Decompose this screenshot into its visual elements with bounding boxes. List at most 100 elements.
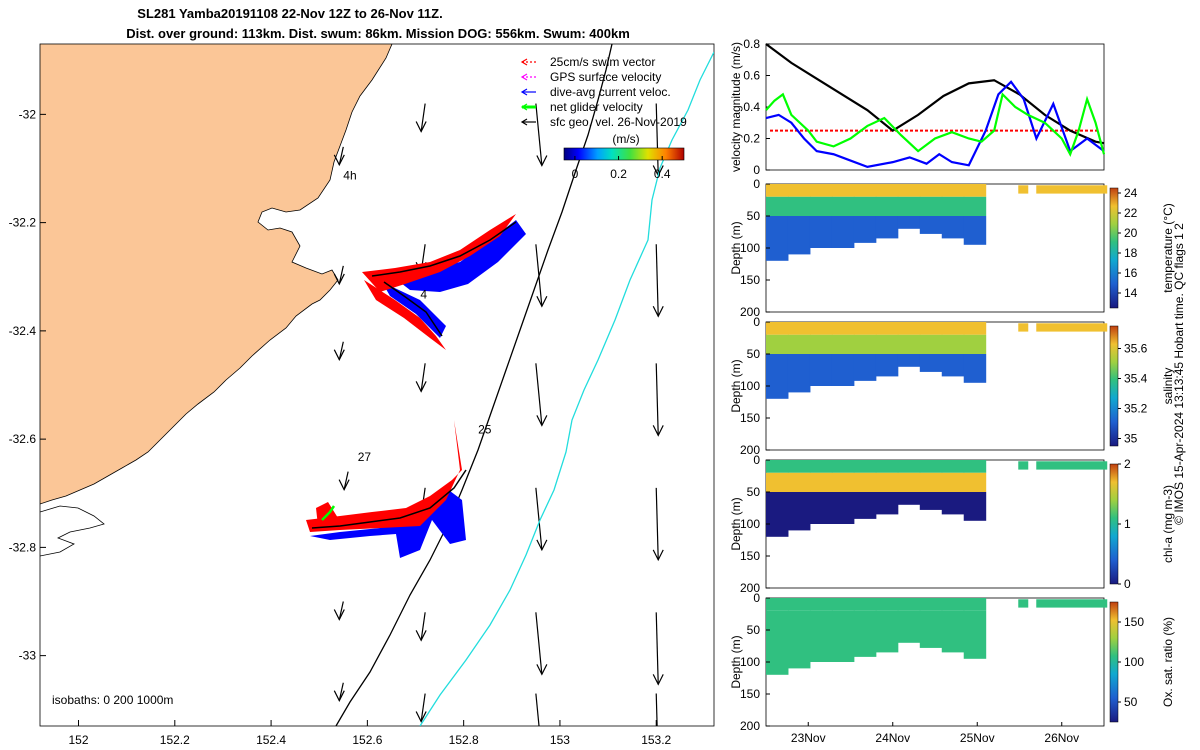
section-cell [853,598,877,611]
swim-swath-south [306,420,462,532]
section-cbar-label: Ox. sat. ratio (%) [1161,617,1175,707]
section-cell [941,492,965,515]
section-ylabel: Depth (m) [729,497,743,550]
section-cell [941,216,965,239]
section-cell [809,492,833,524]
section-cell [1018,185,1029,194]
geo-velocity-arrowhead [415,630,427,642]
section-ytick-label: 100 [740,379,760,393]
section-ytick-label: 100 [740,241,760,255]
section-cell [941,598,965,611]
section-cell [787,610,811,630]
section-cell [963,460,987,473]
section-cbar-tick-label: 50 [1124,695,1138,709]
geo-velocity-arrow [535,612,543,675]
map-lon-tick-label: 152.8 [449,733,479,747]
section-cell [787,334,811,354]
geo-velocity-arrowhead [536,664,548,676]
section-cell [766,492,789,537]
section-ytick-label: 50 [747,347,761,361]
section-cell [875,184,899,197]
current-swath-south [310,488,466,558]
section-ytick-label: 0 [753,315,760,329]
section-cell [897,598,921,611]
section-cell [941,196,965,216]
geo-velocity-arrow [338,265,344,285]
section-cell [963,354,987,383]
section-cell [897,630,921,643]
geo-velocity-arrowhead [333,609,345,621]
section-ytick-label: 50 [747,209,761,223]
section-colorbar [1109,325,1119,447]
section-cell [831,472,855,492]
geo-velocity-arrowhead [652,674,664,686]
geo-velocity-arrowhead [652,549,664,562]
geo-velocity-arrowhead [415,381,427,393]
glider-path-north [371,221,517,277]
section-ytick-label: 50 [747,485,761,499]
section-cell [963,598,987,611]
map-time-label: 27 [358,450,372,464]
section-cell [853,472,877,492]
legend-swatch-arrowhead [520,73,528,81]
section-ytick-label: 0 [753,591,760,605]
section-cell [831,216,855,248]
section-cell [853,196,877,216]
section-cbar-tick-label: 35.4 [1124,372,1148,386]
velocity-ytick-label: 0.6 [743,69,760,83]
geo-velocity-arrowhead [536,539,548,552]
section-cell [919,216,943,234]
section-ylabel: Depth (m) [729,635,743,688]
title-line2: Dist. over ground: 113km. Dist. swum: 86… [126,26,630,41]
section-cell [787,460,811,473]
geo-velocity-arrow [535,363,543,426]
section-cell [919,334,943,354]
section-cell [831,354,855,386]
legend-label: GPS surface velocity [550,70,661,84]
legend-swatch-arrowhead [520,103,528,111]
section-cell [941,610,965,630]
section-cell [831,598,855,611]
section-panel: 0 50 100 150 200 Depth (m) 14 16 18 20 22 24 tempera… [729,177,1175,319]
section-cbar-tick-label: 35.2 [1124,402,1148,416]
section-cell [963,334,987,354]
section-ytick-label: 200 [740,305,760,319]
section-cell [787,196,811,216]
time-tick-label: 25Nov [960,731,995,745]
section-cbar-tick-label: 24 [1124,186,1138,200]
section-cell [809,216,833,248]
geo-velocity-arrow [420,103,426,132]
section-cell [766,610,789,630]
section-cell [853,610,877,630]
map-time-label: 4 [420,287,427,301]
section-ylabel: Depth (m) [729,359,743,412]
section-cell [766,334,789,354]
section-cell [963,492,987,521]
section-cell [919,322,943,335]
map-time-label: 25 [478,423,492,437]
section-cell [809,334,833,354]
geo-velocity-arrowhead [415,121,427,133]
section-cell [766,354,789,399]
section-panel: 0 50 100 150 200 Depth (m) 0 1 2 chl-a (mg m-3) [729,453,1175,595]
section-ytick-label: 50 [747,623,761,637]
section-ytick-label: 0 [753,453,760,467]
section-cell [897,610,921,630]
section-cell [875,598,899,611]
section-cell [897,216,921,229]
section-cell [766,322,789,335]
legend-label: 25cm/s swim vector [550,55,655,69]
time-tick-label: 26Nov [1044,731,1079,745]
section-cell [853,184,877,197]
section-cell [963,196,987,216]
section-cell [809,598,833,611]
section-cell [853,322,877,335]
section-cell [941,184,965,197]
section-cell [875,216,899,239]
geo-velocity-arrow [655,693,658,726]
section-cell [897,196,921,216]
section-cell [875,354,899,377]
section-ytick-label: 150 [740,549,760,563]
